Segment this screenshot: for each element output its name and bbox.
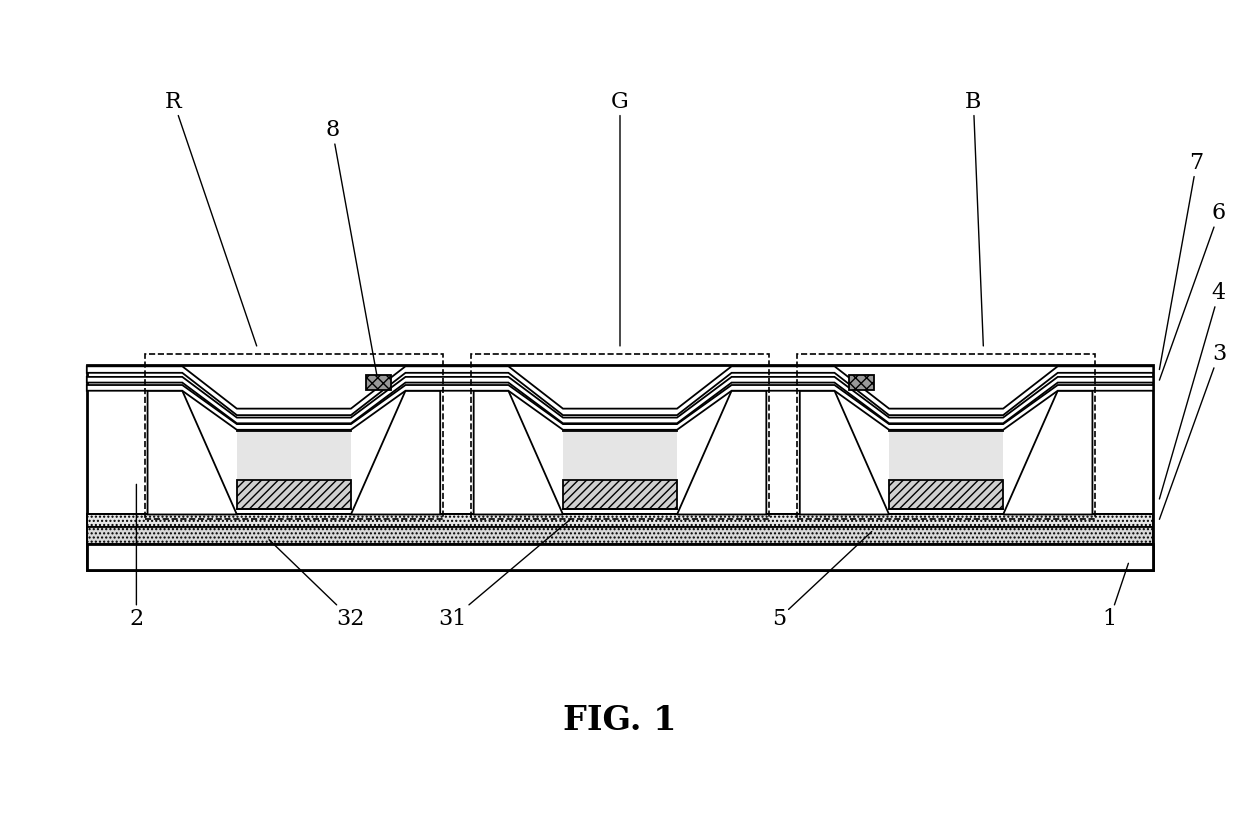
Polygon shape bbox=[351, 391, 440, 514]
Bar bbox=[87, 527, 1153, 544]
Text: R: R bbox=[165, 90, 257, 346]
Text: 7: 7 bbox=[1159, 151, 1204, 370]
Text: 31: 31 bbox=[439, 519, 570, 630]
Text: 3: 3 bbox=[1159, 343, 1226, 519]
Text: G: G bbox=[611, 90, 629, 346]
Polygon shape bbox=[474, 391, 563, 514]
Bar bbox=[889, 431, 1003, 509]
Bar bbox=[563, 480, 677, 509]
Bar bbox=[87, 544, 1153, 570]
Text: 2: 2 bbox=[129, 484, 144, 630]
Polygon shape bbox=[1003, 391, 1092, 514]
Bar bbox=[87, 514, 1153, 544]
Bar bbox=[889, 480, 1003, 509]
Bar bbox=[237, 480, 351, 509]
Polygon shape bbox=[148, 391, 237, 514]
Polygon shape bbox=[87, 377, 1153, 423]
Text: 32: 32 bbox=[269, 540, 365, 630]
Bar bbox=[87, 514, 1153, 527]
Bar bbox=[145, 354, 443, 519]
Text: 6: 6 bbox=[1159, 202, 1226, 380]
Bar bbox=[849, 375, 874, 390]
Polygon shape bbox=[87, 385, 1153, 430]
Bar bbox=[366, 375, 391, 390]
Bar bbox=[237, 431, 351, 509]
Text: B: B bbox=[965, 90, 983, 346]
Bar bbox=[87, 365, 1153, 570]
Polygon shape bbox=[800, 391, 889, 514]
Text: 1: 1 bbox=[1102, 563, 1128, 630]
Text: FIG. 1: FIG. 1 bbox=[563, 704, 677, 737]
Polygon shape bbox=[677, 391, 766, 514]
Bar bbox=[563, 431, 677, 509]
Bar bbox=[471, 354, 769, 519]
Polygon shape bbox=[87, 366, 1153, 415]
Text: 5: 5 bbox=[771, 532, 872, 630]
Text: 4: 4 bbox=[1159, 282, 1226, 499]
Bar bbox=[797, 354, 1095, 519]
Text: 8: 8 bbox=[325, 119, 378, 383]
